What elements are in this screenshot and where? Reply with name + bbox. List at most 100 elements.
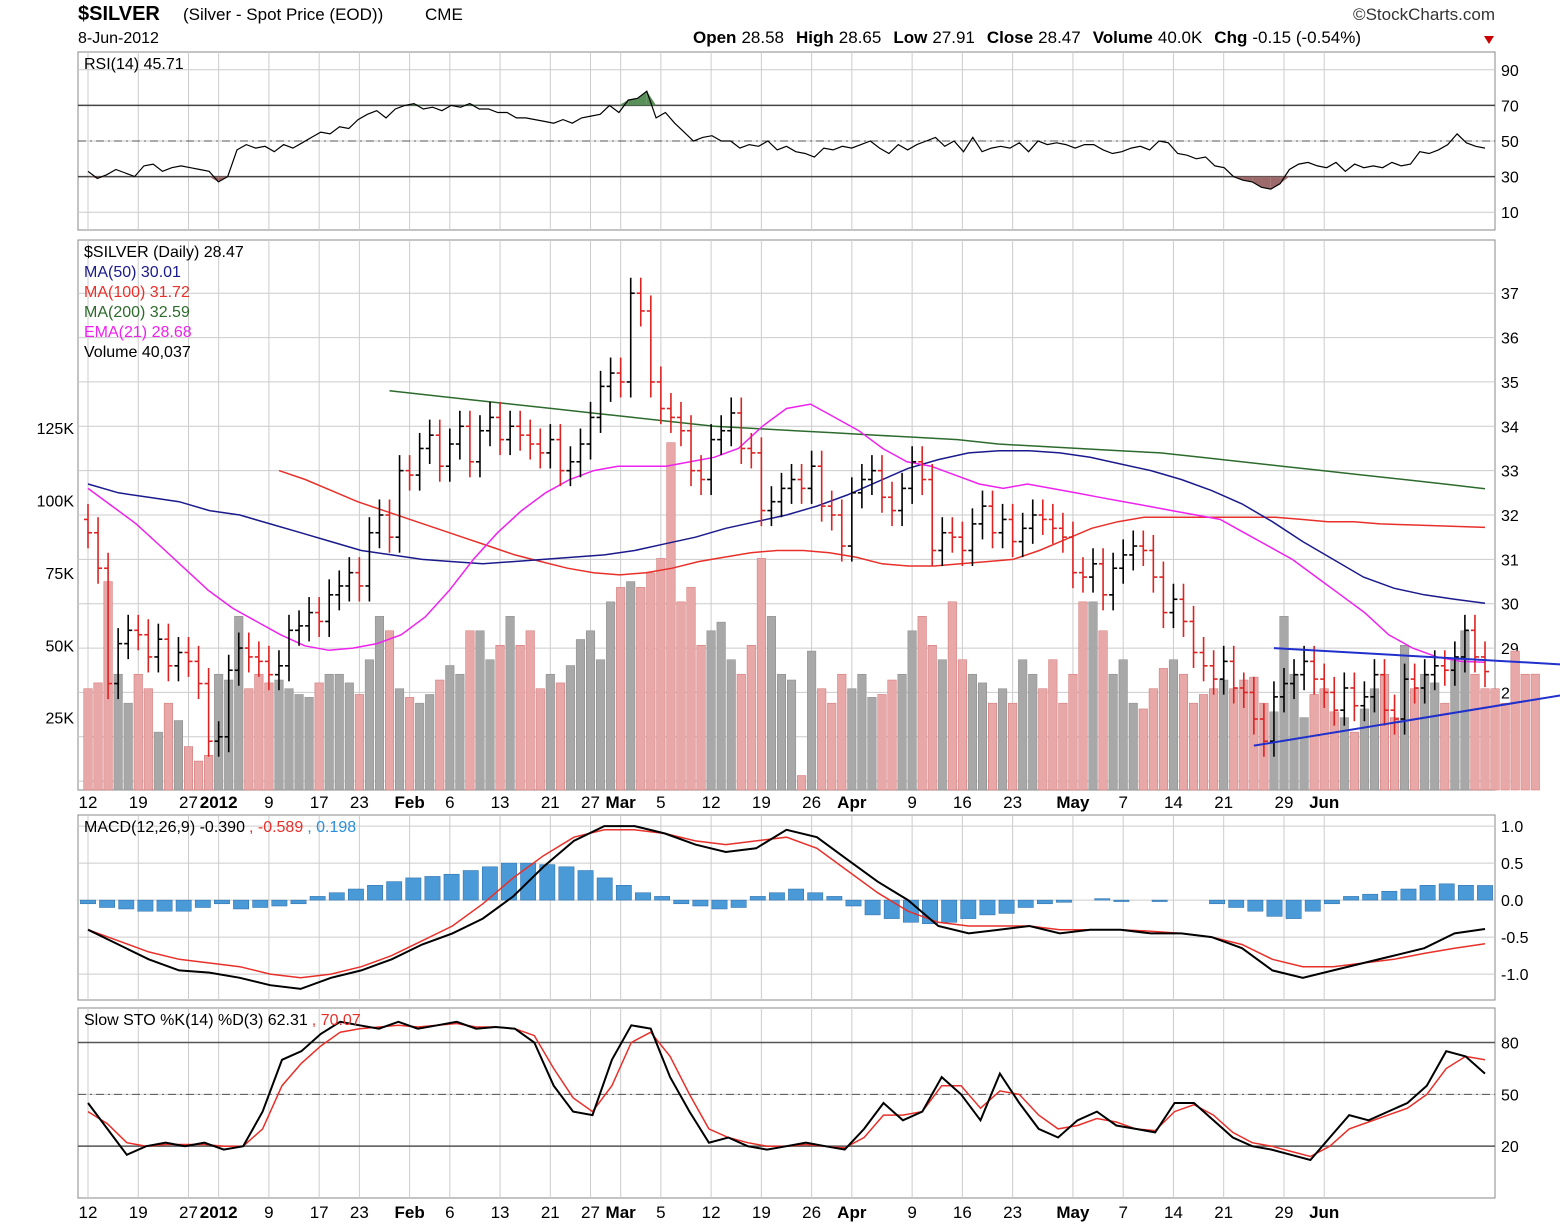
volume-bar: [797, 775, 807, 791]
ohlc-bar: [164, 623, 173, 682]
stat-value: 28.47: [1038, 28, 1081, 47]
legend-entry: , 70.07: [312, 1012, 361, 1029]
volume-bar: [1128, 702, 1138, 791]
ohlc-bar: [737, 397, 746, 464]
ohlc-bar: [1310, 645, 1319, 695]
chart-header: $SILVER (Silver - Spot Price (EOD)) CME …: [78, 3, 1495, 47]
stat-value: 27.91: [932, 28, 975, 47]
macd-histogram-bar: [749, 896, 766, 901]
down-arrow-icon: [1484, 36, 1494, 44]
volume-bar: [857, 673, 867, 791]
ohlc-bar: [475, 415, 484, 478]
x-tick-label: 19: [129, 793, 148, 812]
ohlc-bar: [425, 419, 434, 464]
ohlc-bar: [1420, 659, 1429, 704]
x-tick-label: Apr: [837, 1203, 867, 1222]
volume-bar: [445, 665, 455, 791]
macd-histogram-bar: [386, 881, 403, 901]
x-tick-label: 19: [752, 793, 771, 812]
ohlc-bar: [224, 654, 233, 753]
volume-bar: [1480, 688, 1490, 791]
macd-histogram-bar: [1056, 899, 1072, 903]
legend-entry: RSI(14) 45.71: [84, 56, 184, 73]
macd-histogram-bar: [118, 899, 135, 910]
ohlc-bar: [867, 455, 876, 496]
x-tick-label: May: [1056, 793, 1090, 812]
volume-bar: [455, 673, 465, 791]
stat-label: High: [796, 28, 834, 47]
volume-bar: [304, 697, 314, 791]
ohlc-bar: [375, 499, 384, 549]
symbol-title: $SILVER: [78, 3, 160, 25]
y-tick-label: 30: [1501, 170, 1519, 187]
volume-bar: [937, 659, 947, 791]
volume-bar: [274, 679, 284, 791]
stat-label: Open: [693, 28, 736, 47]
volume-bar: [1108, 673, 1118, 791]
ohlc-bar: [1290, 659, 1299, 700]
ohlc-bar: [1350, 672, 1359, 722]
volume-bar: [1299, 717, 1309, 791]
ohlc-bar: [787, 463, 796, 504]
macd-histogram-bar: [1457, 885, 1474, 901]
ohlc-bar: [908, 446, 917, 504]
ohlc-bar: [174, 636, 183, 682]
ohlc-bar: [586, 401, 595, 460]
x-tick-label: 9: [264, 1203, 273, 1222]
ohlc-bar: [988, 490, 997, 549]
x-tick-label: 5: [656, 793, 665, 812]
ohlc-bar: [1481, 641, 1489, 688]
x-tick-label: 23: [350, 793, 369, 812]
macd-histogram-bar: [290, 899, 307, 905]
volume-bar: [234, 616, 244, 791]
volume-bar: [143, 688, 153, 791]
x-tick-label: Jun: [1309, 793, 1339, 812]
y-tick-label: 0.5: [1501, 856, 1523, 873]
volume-bar: [384, 630, 395, 791]
ohlc-bar: [757, 437, 766, 527]
volume-bar: [204, 755, 214, 791]
macd-histogram-bar: [673, 899, 690, 905]
x-tick-label: 21: [541, 1203, 560, 1222]
x-tick-label: 7: [1118, 1203, 1127, 1222]
macd-histogram-bar: [194, 899, 211, 908]
ohlc-bar: [546, 424, 555, 469]
ohlc-bar: [626, 277, 635, 398]
volume-bar: [194, 760, 204, 791]
macd-histogram-bar: [788, 888, 804, 901]
y-tick-label: 50: [1501, 1087, 1519, 1104]
x-tick-label: 16: [953, 793, 972, 812]
macd-histogram-bar: [1036, 899, 1053, 905]
ohlc-bar: [305, 597, 314, 642]
ohlc-bar: [325, 579, 334, 637]
volume-bar: [716, 621, 726, 791]
macd-histogram-bar: [941, 899, 958, 923]
macd-histogram-bar: [1266, 899, 1283, 917]
volume-bar: [947, 601, 957, 791]
x-tick-label: 23: [350, 1203, 369, 1222]
ohlc-bar: [1099, 548, 1108, 611]
rsi-overbought-fill: [646, 91, 657, 106]
ohlc-bar: [465, 410, 474, 478]
volume-bar: [1209, 688, 1219, 791]
ohlc-bar: [697, 455, 706, 496]
volume-bar: [565, 665, 575, 791]
ohlc-bar: [1048, 503, 1057, 544]
ohlc-bar: [1169, 583, 1178, 629]
stat-label: Volume: [1093, 28, 1153, 47]
volume-bar: [1068, 673, 1078, 791]
ohlc-bar: [144, 619, 153, 673]
macd-histogram-bar: [405, 877, 422, 901]
ohlc-bar: [888, 481, 897, 527]
volume-bar: [1219, 679, 1229, 791]
ohlc-bar: [526, 419, 535, 460]
ohlc-bar: [1460, 614, 1469, 673]
macd-histogram-bar: [424, 876, 441, 901]
volume-bar: [1199, 694, 1209, 791]
volume-bar: [334, 673, 344, 791]
volume-bar: [927, 645, 937, 791]
x-tick-label: 5: [656, 1203, 665, 1222]
legend-entry: MACD(12,26,9) -0.390: [84, 819, 245, 836]
ohlc-bar: [114, 628, 123, 700]
macd-histogram-bar: [137, 899, 154, 912]
